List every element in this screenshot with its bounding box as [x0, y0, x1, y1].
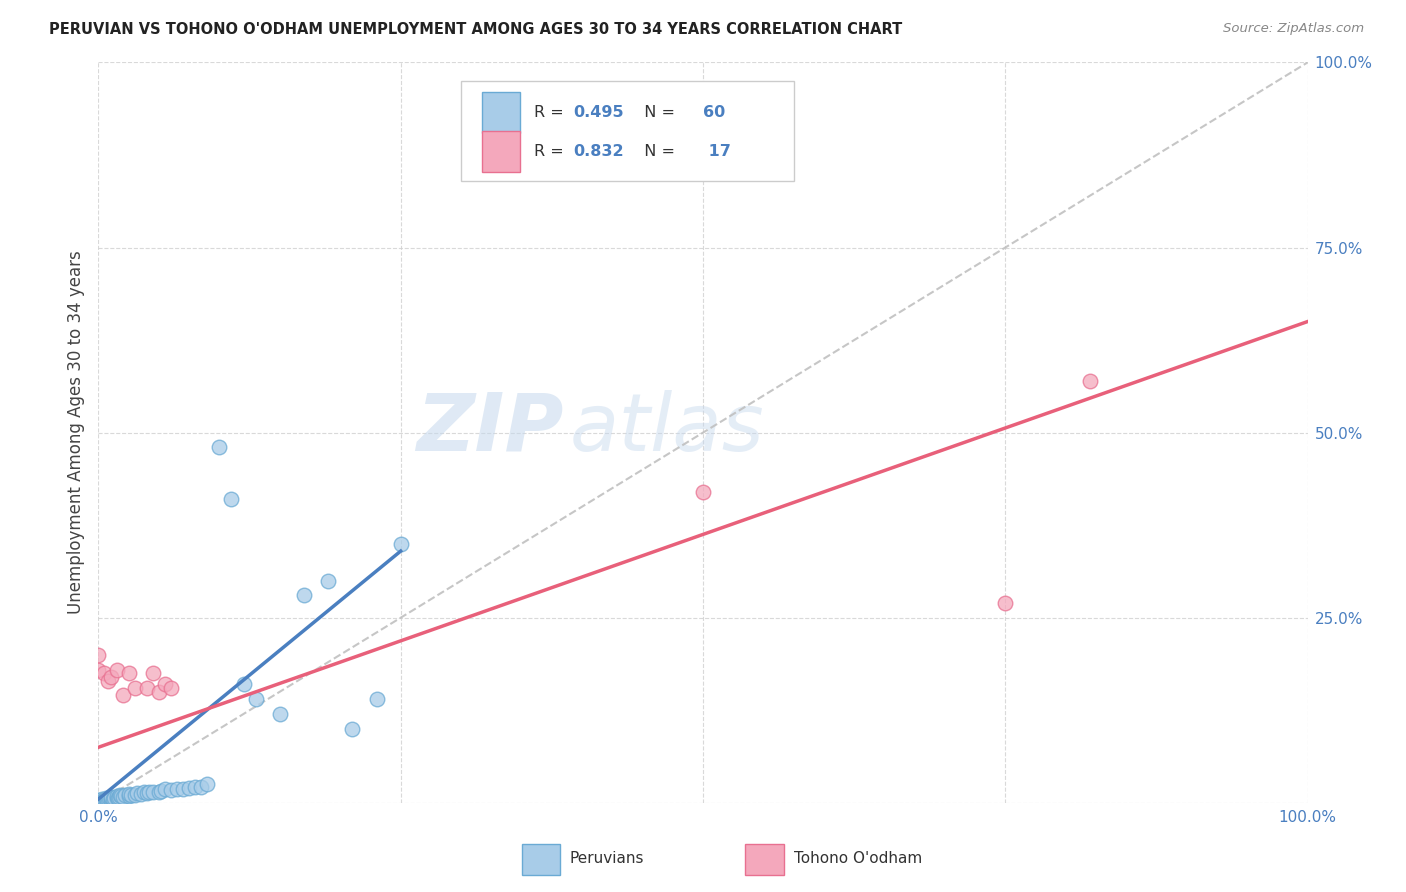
Text: Peruvians: Peruvians	[569, 851, 644, 866]
Text: R =: R =	[534, 105, 568, 120]
FancyBboxPatch shape	[482, 92, 520, 133]
Point	[245, 692, 267, 706]
Point	[1078, 374, 1101, 388]
Point	[179, 780, 201, 795]
Point	[153, 677, 176, 691]
Point	[101, 792, 124, 806]
Text: R =: R =	[534, 144, 568, 159]
FancyBboxPatch shape	[482, 131, 520, 171]
Point	[994, 596, 1017, 610]
Point	[120, 788, 142, 802]
Text: Source: ZipAtlas.com: Source: ZipAtlas.com	[1223, 22, 1364, 36]
Text: Tohono O'odham: Tohono O'odham	[794, 851, 922, 866]
Y-axis label: Unemployment Among Ages 30 to 34 years: Unemployment Among Ages 30 to 34 years	[66, 251, 84, 615]
Point	[127, 786, 149, 800]
Point	[124, 789, 146, 803]
Point	[172, 782, 194, 797]
Point	[93, 794, 115, 808]
Point	[129, 787, 152, 801]
Point	[100, 791, 122, 805]
Point	[90, 794, 112, 808]
Point	[100, 670, 122, 684]
Point	[150, 784, 173, 798]
Point	[105, 789, 128, 804]
FancyBboxPatch shape	[745, 844, 785, 875]
Point	[142, 785, 165, 799]
Point	[135, 786, 157, 800]
Point	[87, 648, 110, 662]
Text: N =: N =	[634, 105, 681, 120]
Point	[97, 673, 120, 688]
Text: ZIP: ZIP	[416, 390, 564, 468]
Point	[124, 681, 146, 695]
Point	[91, 794, 114, 808]
Point	[135, 681, 157, 695]
Point	[118, 787, 141, 801]
Point	[96, 793, 118, 807]
Point	[342, 722, 364, 736]
Point	[134, 785, 156, 799]
Point	[232, 677, 254, 691]
Point	[160, 783, 183, 797]
Point	[195, 777, 218, 791]
Point	[316, 574, 339, 588]
Point	[692, 484, 714, 499]
Point	[108, 789, 131, 803]
Point	[105, 663, 128, 677]
Point	[98, 790, 121, 805]
Point	[87, 663, 110, 677]
FancyBboxPatch shape	[522, 844, 561, 875]
Point	[105, 791, 128, 805]
FancyBboxPatch shape	[461, 81, 793, 181]
Point	[111, 789, 134, 804]
Text: 0.832: 0.832	[574, 144, 624, 159]
Point	[366, 692, 388, 706]
Point	[87, 795, 110, 809]
Point	[93, 666, 115, 681]
Point	[184, 780, 207, 794]
Point	[208, 441, 231, 455]
Point	[100, 793, 122, 807]
Point	[269, 706, 291, 721]
Point	[110, 789, 132, 804]
Point	[91, 794, 114, 808]
Point	[142, 666, 165, 681]
Text: N =: N =	[634, 144, 681, 159]
Text: PERUVIAN VS TOHONO O'ODHAM UNEMPLOYMENT AMONG AGES 30 TO 34 YEARS CORRELATION CH: PERUVIAN VS TOHONO O'ODHAM UNEMPLOYMENT …	[49, 22, 903, 37]
Point	[89, 795, 111, 809]
Point	[97, 792, 120, 806]
Point	[87, 793, 110, 807]
Point	[94, 794, 117, 808]
Point	[221, 492, 243, 507]
Text: 0.495: 0.495	[574, 105, 624, 120]
Point	[108, 789, 131, 804]
Point	[91, 792, 114, 806]
Point	[107, 790, 129, 805]
Point	[292, 589, 315, 603]
Point	[87, 794, 110, 808]
Point	[190, 780, 212, 795]
Point	[118, 789, 141, 804]
Point	[148, 785, 170, 799]
Point	[160, 681, 183, 695]
Point	[94, 791, 117, 805]
Point	[153, 782, 176, 797]
Point	[148, 685, 170, 699]
Point	[100, 789, 122, 804]
Text: atlas: atlas	[569, 390, 765, 468]
Point	[114, 789, 136, 803]
Text: 60: 60	[703, 105, 725, 120]
Point	[166, 781, 188, 796]
Point	[111, 689, 134, 703]
Point	[138, 785, 160, 799]
Point	[87, 796, 110, 810]
Point	[93, 793, 115, 807]
Point	[118, 666, 141, 681]
Point	[87, 794, 110, 808]
Point	[389, 536, 412, 550]
Text: 17: 17	[703, 144, 731, 159]
Point	[103, 790, 125, 805]
